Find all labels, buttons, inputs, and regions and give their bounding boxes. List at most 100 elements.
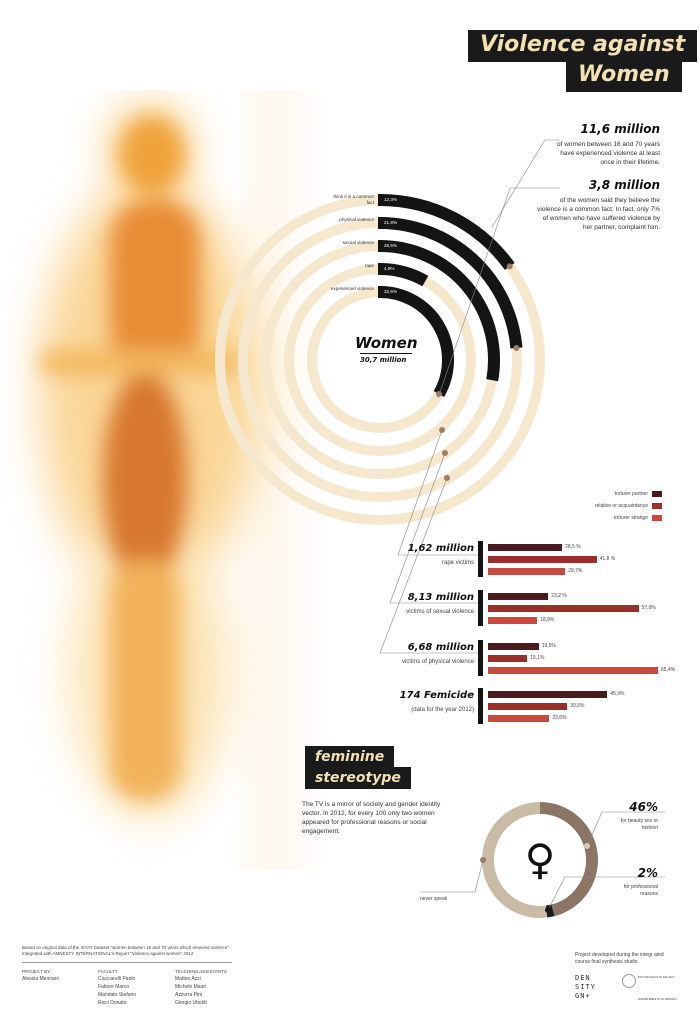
title-line-1: Violence against [468,30,698,62]
arc-end-dot [506,263,513,270]
footer-faculty-label: FACULTY [98,969,118,974]
ring-label: think it is a common fact [333,194,374,205]
footer-faculty-1: Fattore Marco [98,984,130,990]
legend: torturer partner relative or acquaintanc… [570,488,662,524]
footer-developed: Project developed during the integr ated… [575,952,664,965]
ring-value: 4,8% [384,266,395,271]
legend-item: torturer partner [570,488,662,500]
bar-group-subtitle: (data for the year 2012) [411,707,474,713]
donut-connectors [420,811,665,913]
ring-value: 26,5% [384,243,398,248]
footer-ta-0: Matteo Azzi [175,976,201,982]
donut-segment [539,802,598,917]
donut-never-speak-label: never speak [420,896,448,902]
women-center-label: Women [355,334,418,352]
arc-end-dot [513,344,520,351]
footer-project-by: Alessia Mennani [22,976,59,982]
bar-value-label: 29,7% [568,568,583,574]
bar [488,691,608,698]
bar [488,593,549,600]
ring-arc [378,217,523,349]
woman-figure-illustration [40,90,330,870]
fact-1-text: of women between 16 and 70 years have ex… [557,141,660,166]
bar-value-label: 15,1% [530,655,545,661]
logo-line: SITY [575,983,596,991]
footer-ta-label: TEACHING ASSISTANTS [175,969,227,974]
bar-group-title: 174 Femicide [399,690,474,701]
footer-uni1: POLITECNICO DI MILANO [638,975,675,979]
connector-lines [379,139,560,654]
ring-arc [378,263,429,287]
bar-value-label: 19,5% [541,643,556,649]
bar [488,544,563,551]
bar [488,655,528,662]
footer-ta-1: Michele Mauri [175,984,207,990]
bar [488,667,658,674]
ring-label: rape [364,263,374,268]
legend-label: torturer partner [614,490,648,497]
ring-value: 32,6% [384,289,398,294]
bar-group-title: 1,62 million [407,543,474,554]
bar [488,605,639,612]
footer-project-by-label: PROJECT BY [22,969,51,974]
donut-beauty-label: for beauty sex or fashion [620,818,658,831]
fact-1-value: 11,6 million [580,122,660,136]
bar-group-bracket [478,640,483,676]
bar-group-subtitle: victims of sexual violence [406,609,474,615]
footer-faculty-0: Ciuccarelli Paolo [98,976,136,982]
bar-group-bracket [478,541,483,577]
bar-value-label: 23,2 % [551,593,567,599]
logo-line: GN+ [575,992,591,1000]
footer-faculty-3: Ricci Donato [98,1000,127,1006]
ring-label: physical violence [339,217,374,222]
bar-value-label: 30,5% [570,703,585,709]
legend-swatch [652,515,662,521]
ring-chart [215,194,545,525]
legend-swatch [652,491,662,497]
legend-item: torturer strange [570,512,662,524]
bar [488,556,597,563]
bar [488,617,538,624]
bar-value-label: 45,9% [610,691,625,697]
ring-arc [378,194,515,270]
stereotype-text: The TV is a mirror of society and gender… [302,801,441,835]
legend-label: relative or acquaintance [594,502,648,509]
title-line-2: Women [566,60,682,92]
arc-end-dot [435,390,442,397]
bar-value-label: 28,5 % [565,544,581,550]
donut-beauty-value: 46% [629,800,658,814]
ring-label: experienced violence [330,286,374,291]
bar-group-bracket [478,590,483,626]
fact-2-value: 3,8 million [588,178,660,192]
bar [488,643,539,650]
footer-ta-3: Giorgio Uboldi [175,1000,207,1006]
footer-uni2: DIPARTIMENTO DI DESIGN [638,997,677,1001]
women-center-value: 30,7 million [360,356,407,364]
bar-group-subtitle: victims of physical violence [401,659,474,665]
bar-value-label: 41,8 % [599,556,616,562]
bar-value-label: 18,9% [540,617,555,623]
donut-segment [482,802,548,918]
women-center-divider [360,353,412,354]
bar-group-title: 8,13 million [407,592,474,603]
university-seal-icon [622,974,636,988]
footer-faculty-2: Mandato Stefano [98,992,137,998]
density-design-logo: DEN SITY GN+ [575,974,596,1001]
female-symbol-icon: ♀ [524,835,556,884]
bar-value-label: 23,6% [552,715,567,721]
bar-value-label: 65,4% [661,667,676,673]
bar [488,703,568,710]
legend-swatch [652,503,662,509]
footer-source: Based on original data of the ISTAT Data… [22,945,229,956]
legend-item: relative or acquaintance [570,500,662,512]
bar-group-subtitle: rape victims [441,560,474,566]
footer-ta-2: Azzurra Pini [175,992,202,998]
bar [488,715,550,722]
stereotype-tag-2: stereotype [305,767,411,789]
ring-arc [378,240,500,382]
bar-group-title: 6,68 million [407,642,474,653]
ring-value: 21,8% [384,220,398,225]
stereotype-tag-1: feminine [305,746,395,768]
legend-label: torturer strange [613,514,648,521]
bar [488,568,566,575]
